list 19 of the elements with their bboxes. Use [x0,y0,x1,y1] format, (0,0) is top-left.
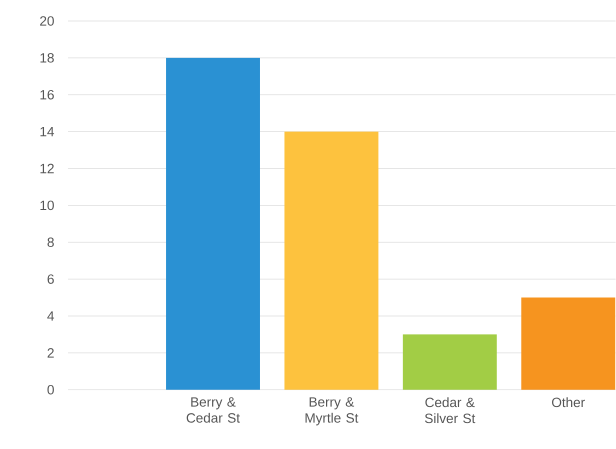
y-tick-label: 0 [47,385,54,395]
y-tick-label: 20 [40,16,54,26]
y-tick-label: 2 [48,348,54,358]
x-tick-label: Other [552,397,585,408]
bar [402,334,497,390]
bar [521,298,616,390]
bar [284,132,378,390]
y-tick-label: 10 [40,200,54,210]
y-tick-label: 18 [40,53,54,63]
y-tick-label: 14 [40,127,54,136]
y-tick-label: 6 [48,274,54,284]
y-tick-label: 12 [40,164,54,174]
y-tick-label: 4 [47,311,54,321]
x-tick-label: Cedar & Silver St [424,397,476,424]
bar [166,58,260,390]
x-tick-label: Berry & Cedar St [186,397,240,423]
y-tick-label: 8 [48,238,54,248]
x-tick-label: Berry & Myrtle St [306,397,358,426]
y-tick-label: 16 [40,90,54,100]
